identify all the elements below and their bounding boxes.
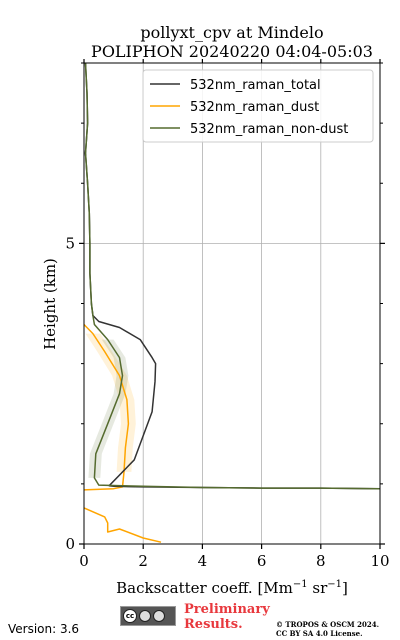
legend-label-non-dust: 532nm_raman_non-dust — [190, 122, 348, 137]
preliminary-line2: Results. — [184, 617, 243, 632]
y-tick-label: 5 — [65, 234, 75, 252]
by-icon — [139, 610, 151, 622]
y-axis-label: Height (km) — [41, 258, 59, 350]
series-line-532nm-raman-non-dust — [84, 62, 381, 490]
dust-uncertainty-band — [85, 333, 136, 472]
copyright-line2: CC BY SA 4.0 License. — [276, 629, 363, 638]
legend-label-dust: 532nm_raman_dust — [190, 100, 319, 115]
preliminary-notice: Preliminary Results. — [184, 602, 270, 632]
copyright-notice: © TROPOS & OSCM 2024. CC BY SA 4.0 Licen… — [276, 620, 379, 638]
preliminary-line1: Preliminary — [184, 602, 270, 617]
copyright-line1: © TROPOS & OSCM 2024. — [276, 620, 380, 629]
chart-title-line1: pollyxt_cpv at Mindelo — [140, 23, 323, 42]
x-tick-label: 0 — [79, 552, 89, 570]
x-axis-label-exp1: −1 — [293, 579, 308, 590]
series-lines — [83, 62, 381, 543]
x-tick-label: 4 — [198, 552, 208, 570]
sa-icon — [153, 610, 165, 622]
series-line-532nm-raman-dust-lower — [83, 507, 162, 543]
legend: 532nm_raman_total 532nm_raman_dust 532nm… — [142, 69, 374, 143]
axis-ticks — [79, 59, 385, 549]
legend-label-total: 532nm_raman_total — [190, 78, 321, 93]
x-tick-label: 6 — [257, 552, 267, 570]
tick-labels: 0 2 4 6 8 10 0 5 — [65, 234, 389, 570]
plot-area — [84, 63, 380, 544]
x-tick-label: 2 — [138, 552, 148, 570]
x-axis-label-exp2: −1 — [327, 579, 342, 590]
cc-by-sa-icon: cc — [120, 606, 176, 626]
version-label: Version: 3.6 — [8, 622, 80, 636]
x-tick-label: 10 — [370, 552, 389, 570]
x-tick-label: 8 — [316, 552, 326, 570]
x-axis-label-mid: sr — [308, 579, 328, 597]
x-axis-label: Backscatter coeff. [Mm−1 sr−1] — [116, 579, 348, 597]
series-line-532nm-raman-dust — [83, 323, 130, 491]
x-axis-label-end: ] — [342, 579, 348, 597]
legend-box — [142, 69, 374, 143]
x-axis-label-main: Backscatter coeff. [Mm — [116, 579, 293, 597]
chart: pollyxt_cpv at Mindelo POLIPHON 20240220… — [41, 23, 390, 597]
cc-icon: cc — [123, 609, 137, 623]
y-tick-label: 0 — [65, 535, 75, 553]
chart-title-line2: POLIPHON 20240220 04:04-05:03 — [91, 42, 373, 61]
